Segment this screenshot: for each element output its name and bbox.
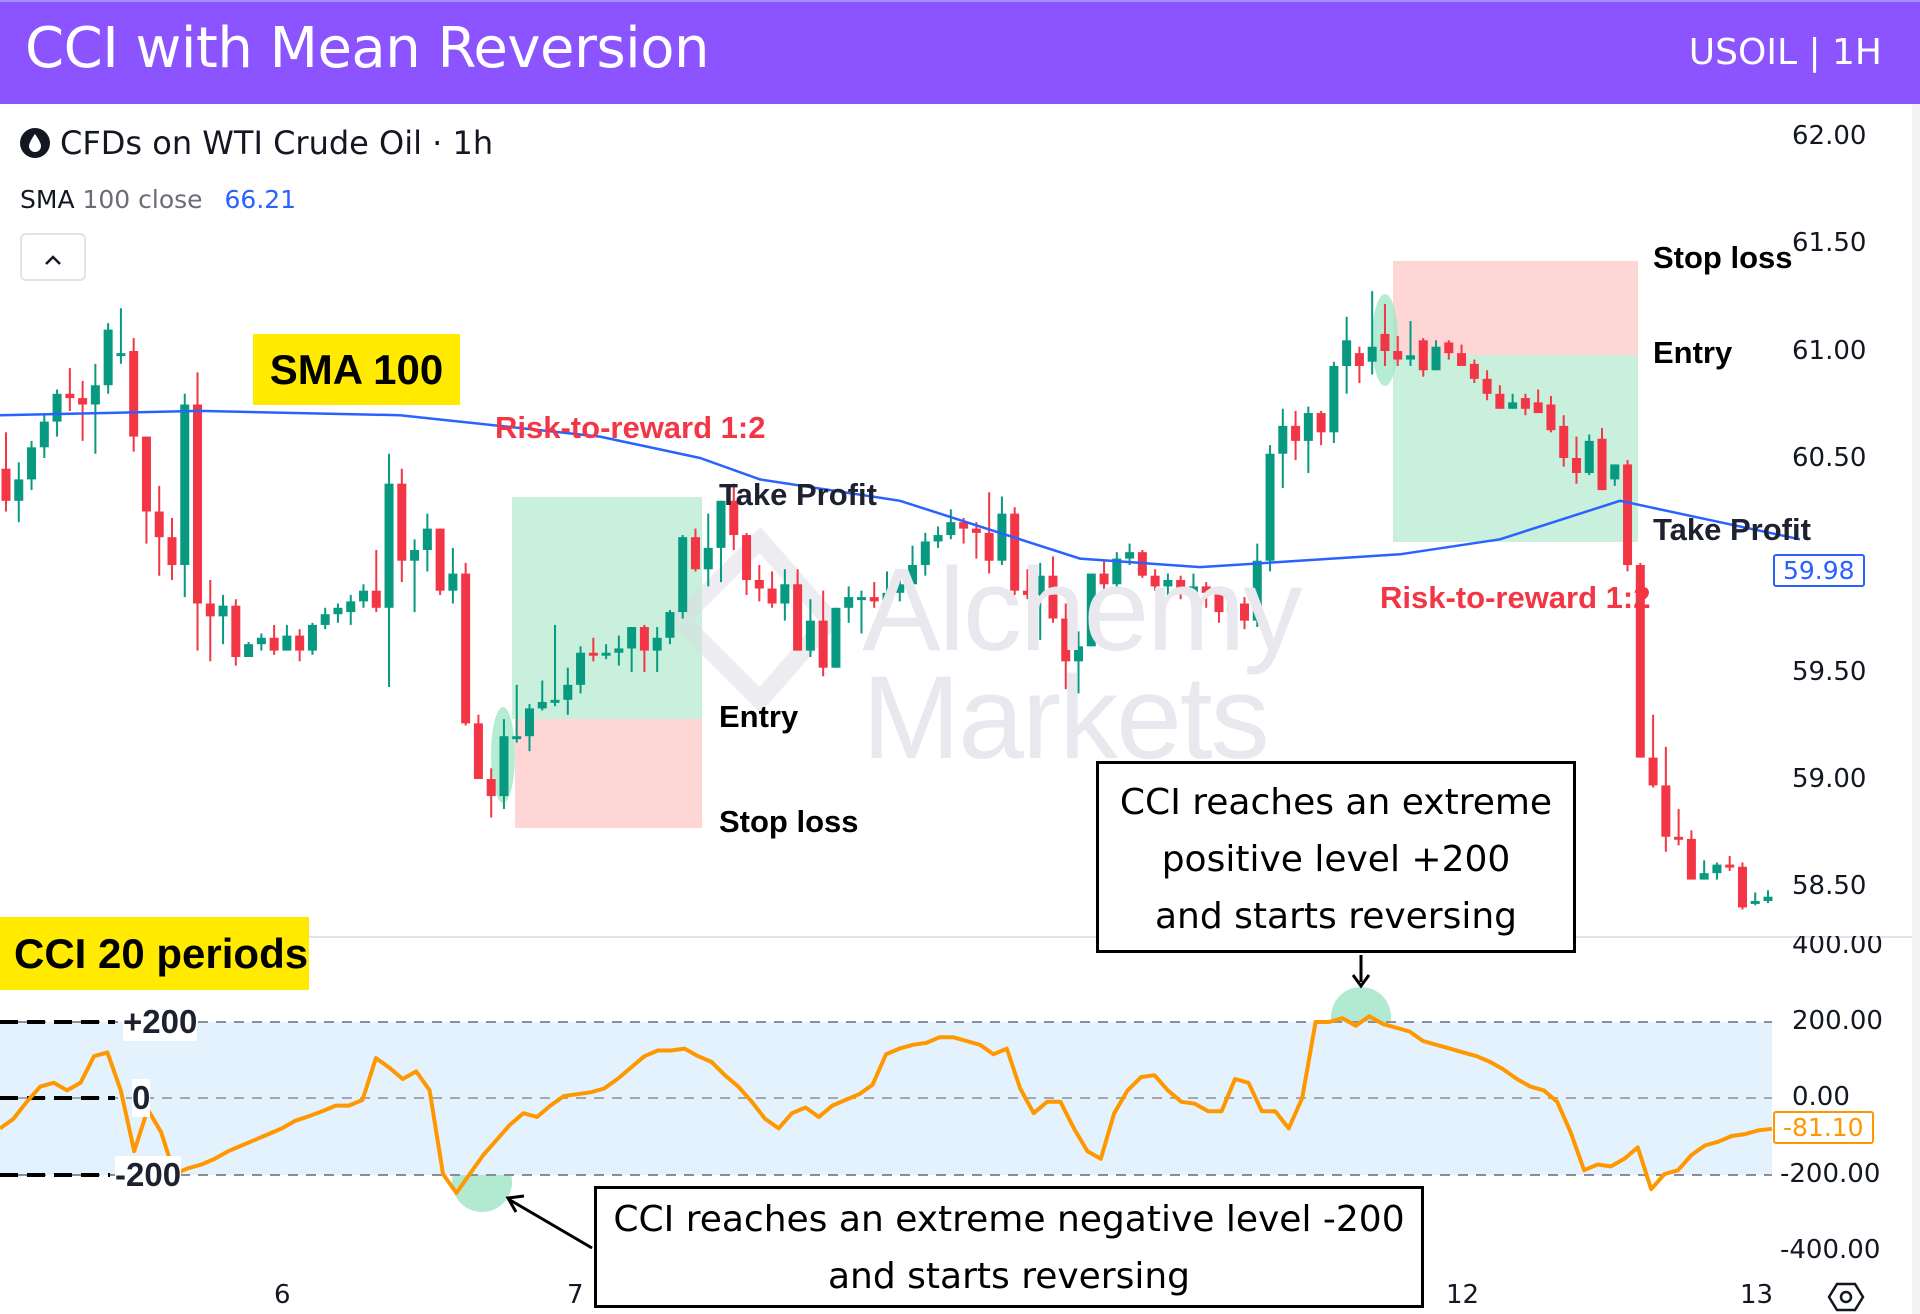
watermark-text: Alchemy Markets — [862, 544, 1302, 784]
callout-line: CCI reaches an extreme — [1119, 782, 1553, 823]
price-label: 61.00 — [1792, 336, 1867, 366]
long-take-profit-label: Take Profit — [719, 477, 877, 512]
callout-line: and starts reversing — [1154, 896, 1518, 937]
sma-price-tag: 59.98 — [1773, 554, 1865, 587]
callout-arrow-positive — [1351, 955, 1371, 989]
cci-value-tag: -81.10 — [1773, 1111, 1874, 1144]
oil-drop-icon — [20, 128, 50, 158]
short-profit-zone — [1393, 355, 1638, 542]
long-entry-label: Entry — [719, 699, 799, 734]
trade-zones — [512, 261, 1638, 828]
price-label: 60.50 — [1792, 443, 1867, 473]
time-label: 7 — [567, 1280, 584, 1310]
symbol-timeframe: USOIL | 1H — [1688, 32, 1882, 73]
collapse-legend-button[interactable] — [20, 233, 86, 281]
callout-line: positive level +200 — [1161, 839, 1511, 880]
price-label: 62.00 — [1792, 121, 1867, 151]
cci-tag-label: CCI 20 periods — [0, 917, 309, 990]
time-label: 12 — [1446, 1280, 1480, 1310]
callout-negative-extreme: CCI reaches an extreme negative level -2… — [594, 1186, 1424, 1308]
price-label: 59.00 — [1792, 764, 1867, 794]
price-label: 59.50 — [1792, 657, 1867, 687]
cci-label: -400.00 — [1780, 1235, 1881, 1265]
right-edge-scrollbar[interactable] — [1912, 104, 1920, 1314]
sma-tag: SMA 100 — [253, 334, 460, 405]
price-label: 58.50 — [1792, 871, 1867, 901]
sma-legend[interactable]: SMA 100 close 66.21 — [20, 185, 296, 214]
page-title: CCI with Mean Reversion — [25, 16, 709, 81]
sma-value: 66.21 — [224, 185, 297, 214]
cci-level-minus200: -200 — [115, 1156, 182, 1194]
sma-label: SMA — [20, 185, 75, 214]
long-profit-zone — [512, 497, 702, 719]
long-loss-zone — [515, 719, 702, 828]
short-loss-zone — [1393, 261, 1638, 355]
price-label: 61.50 — [1792, 228, 1867, 258]
short-entry-label: Entry — [1653, 335, 1733, 370]
callout-line: CCI reaches an extreme negative level -2… — [613, 1199, 1405, 1240]
cci-label: -200.00 — [1780, 1159, 1881, 1189]
callout-positive-extreme: CCI reaches an extreme positive level +2… — [1096, 761, 1576, 953]
settings-hexagon-icon[interactable] — [1827, 1282, 1865, 1312]
watermark-line-1: Alchemy — [862, 544, 1302, 676]
watermark-logo-icon — [667, 526, 842, 714]
cci-line — [0, 1014, 1773, 1195]
short-risk-reward: Risk-to-reward 1:2 — [1380, 580, 1651, 615]
time-label: 6 — [274, 1280, 291, 1310]
callout-arrow-negative — [505, 1194, 593, 1250]
instrument-name: CFDs on WTI Crude Oil · 1h — [60, 124, 494, 162]
long-stop-loss-label: Stop loss — [719, 804, 859, 839]
cci-label: 400.00 — [1792, 930, 1883, 960]
instrument-legend[interactable]: CFDs on WTI Crude Oil · 1h — [20, 124, 493, 162]
cci-level-zero: 0 — [132, 1079, 151, 1117]
sma-100-line — [0, 409, 1801, 569]
candlesticks — [1, 291, 1773, 910]
long-risk-reward: Risk-to-reward 1:2 — [495, 410, 766, 445]
callout-line: and starts reversing — [827, 1256, 1191, 1297]
sma-params: 100 close — [82, 185, 203, 214]
cci-level-plus200: +200 — [123, 1003, 198, 1041]
cci-label: 0.00 — [1792, 1082, 1850, 1112]
chevron-up-icon — [44, 242, 62, 273]
short-stop-loss-label: Stop loss — [1653, 240, 1793, 275]
short-take-profit-label: Take Profit — [1653, 512, 1811, 547]
cci-label: 200.00 — [1792, 1006, 1883, 1036]
time-label: 13 — [1740, 1280, 1774, 1310]
watermark-line-2: Markets — [862, 652, 1270, 784]
title-bar: CCI with Mean Reversion USOIL | 1H — [0, 0, 1920, 104]
